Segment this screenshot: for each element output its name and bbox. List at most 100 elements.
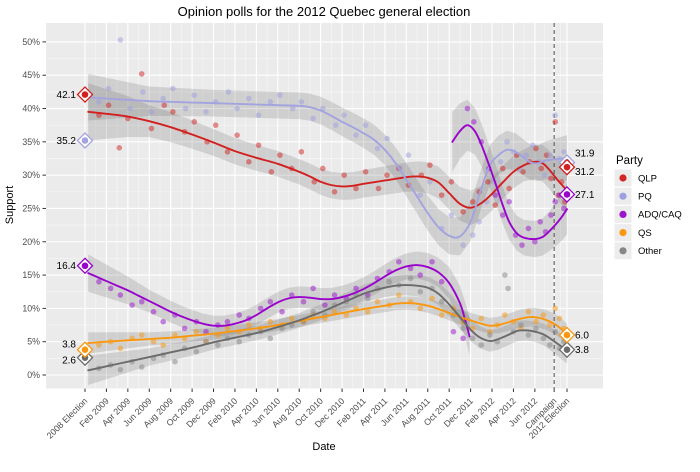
poll-point-adq [438, 278, 445, 285]
poll-point-pq [362, 122, 369, 128]
poll-point-other [407, 275, 414, 282]
poll-point-other [310, 308, 316, 315]
poll-point-qlp [548, 175, 554, 182]
poll-point-qs [224, 325, 231, 332]
poll-point-other [533, 325, 539, 332]
x-axis-label: Date [312, 441, 335, 453]
poll-point-qs [556, 315, 563, 322]
y-tick-label: 50% [22, 37, 40, 47]
poll-point-adq [492, 192, 499, 198]
marker-label-2008-qlp: 42.1 [57, 90, 77, 101]
poll-point-pq [417, 192, 424, 198]
diamond-dot [563, 331, 571, 339]
poll-point-other [215, 342, 221, 348]
y-tick-label: 40% [22, 104, 40, 114]
marker-label-2008-pq: 35.2 [57, 136, 77, 147]
poll-point-qs [525, 308, 532, 315]
poll-point-pq [310, 115, 316, 122]
poll-point-other [505, 285, 511, 292]
poll-point-qs [417, 305, 424, 312]
poll-point-qlp [277, 152, 283, 158]
legend-item-pq: PQ [614, 187, 652, 205]
legend-key-dot-qlp [619, 174, 627, 182]
poll-point-pq [191, 92, 198, 98]
poll-point-adq [150, 308, 157, 315]
diamond-dot [81, 91, 89, 98]
trend-line-pq-0 [87, 96, 568, 239]
poll-point-other [540, 335, 547, 342]
poll-point-qlp [105, 102, 112, 108]
legend-key-dot-qs [619, 229, 627, 237]
poll-point-adq [506, 198, 512, 205]
election-markers: 2.6 3.8 3.8 6.0 16.4 27.1 35.2 31.9 42.1 31.2 [57, 86, 595, 367]
poll-point-qs [478, 315, 485, 322]
poll-point-pq [148, 109, 155, 115]
poll-point-adq [279, 308, 285, 315]
poll-point-adq [499, 212, 506, 218]
poll-point-qs [438, 312, 445, 318]
poll-point-other [117, 366, 124, 373]
poll-point-pq [255, 112, 262, 118]
poll-point-adq [107, 285, 114, 292]
gridlines-minor [46, 23, 603, 389]
marker-label-2012-qlp: 31.2 [575, 167, 595, 178]
poll-point-qs [343, 312, 350, 318]
poll-point-qlp [427, 162, 433, 168]
poll-point-qs [193, 328, 200, 335]
trend-line-qs-0 [87, 302, 568, 344]
poll-point-pq [289, 105, 296, 112]
trend-line-adq-1 [451, 124, 568, 241]
poll-point-adq [537, 218, 544, 225]
poll-point-other [386, 278, 392, 285]
poll-point-pq [170, 85, 176, 92]
poll-point-qlp [212, 122, 219, 128]
poll-point-pq [374, 145, 381, 152]
poll-point-qs [267, 318, 274, 325]
poll-point-other [518, 322, 524, 328]
ci-band-pq-0 [88, 73, 567, 256]
y-tick-label: 20% [22, 237, 40, 247]
marker-label-2012-other: 3.8 [575, 345, 589, 356]
poll-point-pq [267, 99, 274, 105]
poll-point-adq [560, 205, 567, 212]
gridlines-major [46, 23, 603, 389]
poll-point-qlp [438, 192, 445, 198]
poll-point-qlp [552, 119, 559, 125]
poll-point-adq [322, 302, 328, 308]
poll-point-qlp [268, 169, 275, 175]
poll-point-qs [540, 312, 547, 318]
poll-point-pq [547, 152, 553, 158]
trend-line-other-0 [87, 284, 568, 372]
poll-point-qlp [138, 71, 145, 77]
poll-point-qlp [538, 165, 545, 172]
legend-label-other: Other [638, 246, 662, 257]
poll-point-pq [384, 135, 390, 142]
marker-2012-qlp [558, 158, 576, 176]
marker-2008-adq [76, 257, 94, 275]
legend-item-qs: QS [614, 224, 652, 242]
legend-key-dot-other [619, 247, 627, 255]
poll-point-pq [160, 95, 166, 102]
plot-area: 2.6 3.8 3.8 6.0 16.4 27.1 35.2 31.9 42.1 31.2 0% 5%… [22, 23, 603, 441]
poll-point-qlp [224, 149, 231, 155]
poll-point-qlp [499, 165, 506, 172]
poll-point-pq [332, 122, 339, 128]
poll-point-other [525, 332, 532, 338]
poll-point-adq [331, 292, 338, 298]
ci-band-qlp-0 [88, 83, 567, 226]
poll-point-qlp [460, 208, 466, 215]
poll-point-adq [450, 328, 457, 335]
poll-point-qs [160, 342, 166, 348]
poll-point-pq [203, 109, 209, 115]
marker-label-2008-other: 2.6 [62, 356, 76, 367]
poll-point-qlp [319, 165, 326, 172]
y-tick-label: 15% [22, 270, 40, 280]
poll-point-adq [552, 198, 559, 205]
marker-2008-pq [76, 132, 94, 149]
poll-point-pq [341, 112, 348, 118]
marker-label-2012-adq: 27.1 [575, 190, 595, 201]
legend-key-dot-adq [619, 210, 627, 218]
poll-point-qs [533, 318, 539, 325]
poll-point-qs [246, 322, 252, 328]
